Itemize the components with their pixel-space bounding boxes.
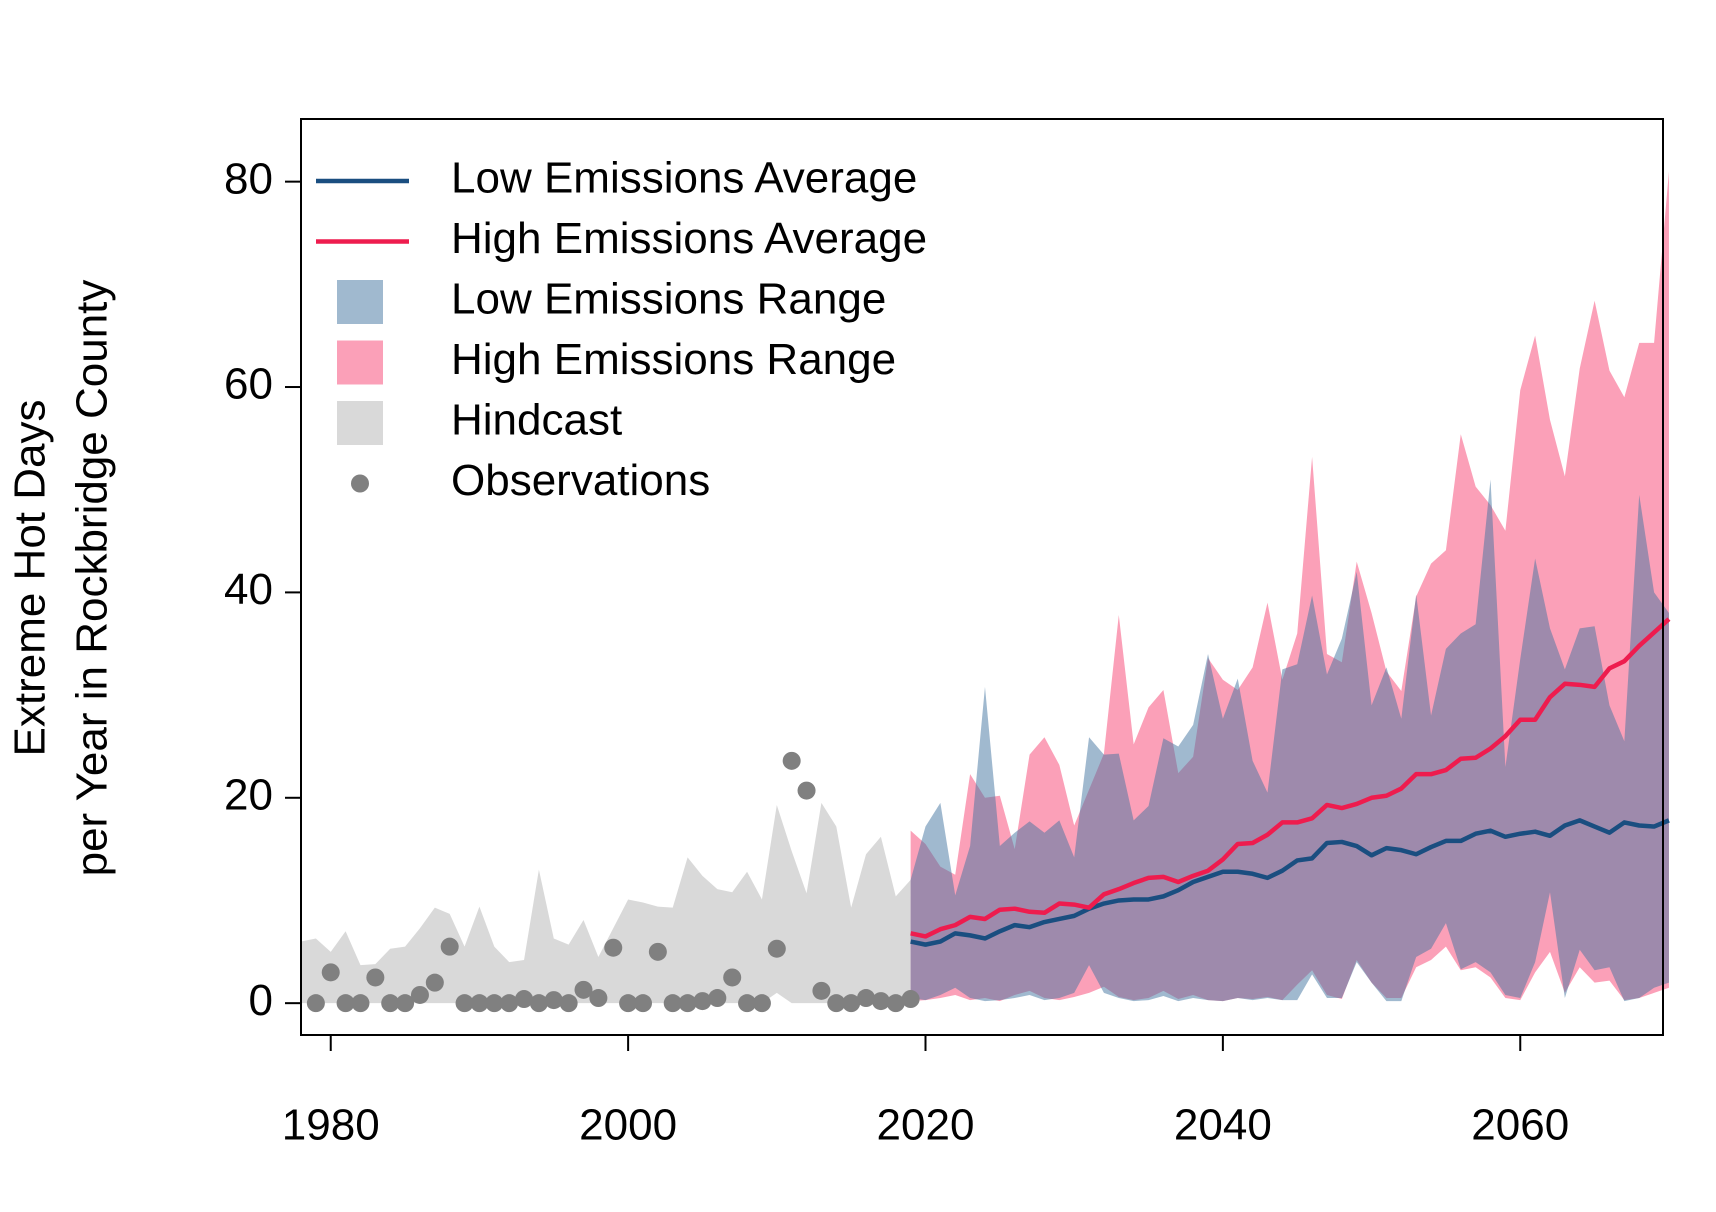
- legend-label: Observations: [451, 456, 710, 505]
- observation-point: [619, 994, 638, 1013]
- observation-point: [574, 980, 593, 999]
- observation-point: [336, 994, 355, 1013]
- observation-point: [455, 994, 474, 1013]
- legend-label: High Emissions Range: [451, 335, 896, 384]
- observation-point: [306, 994, 325, 1013]
- observation-point: [366, 968, 385, 987]
- legend-point: [351, 474, 369, 493]
- observation-point: [663, 994, 682, 1013]
- average-line: [910, 617, 1671, 939]
- observation-point: [589, 989, 608, 1008]
- x-tick-label: 1980: [282, 1101, 380, 1150]
- observation-point: [485, 994, 504, 1013]
- observation-point: [410, 985, 429, 1004]
- y-axis-label: per Year in Rockbridge County: [68, 280, 117, 877]
- legend-label: High Emissions Average: [451, 214, 927, 263]
- observation-point: [351, 994, 370, 1013]
- observation-point: [752, 994, 771, 1013]
- range-band: [910, 479, 1669, 1002]
- legend-label: Low Emissions Average: [451, 154, 917, 203]
- x-tick-label: 2000: [579, 1101, 677, 1150]
- legend-label: Low Emissions Range: [451, 275, 886, 324]
- observation-point: [321, 963, 340, 982]
- observation-point: [604, 938, 623, 957]
- average-line: [910, 818, 1670, 947]
- observation-point: [678, 994, 697, 1013]
- observation-point: [886, 994, 905, 1013]
- legend-swatch: [337, 340, 383, 385]
- observation-point: [544, 991, 563, 1010]
- observation-point: [500, 994, 519, 1013]
- observation-point: [812, 981, 831, 1000]
- observation-point: [708, 989, 727, 1008]
- observation-point: [381, 994, 400, 1013]
- x-tick-label: 2060: [1471, 1101, 1569, 1150]
- observation-point: [842, 994, 861, 1013]
- legend-swatch: [337, 401, 383, 445]
- observation-point: [425, 973, 444, 992]
- x-tick-label: 2020: [877, 1101, 975, 1150]
- range-band: [301, 802, 911, 1004]
- y-axis-label: Extreme Hot Days: [6, 400, 55, 757]
- y-tick-label: 20: [224, 770, 273, 819]
- observation-point: [515, 990, 534, 1009]
- observation-point: [559, 994, 578, 1013]
- y-tick-label: 80: [224, 154, 273, 203]
- observation-point: [648, 942, 667, 961]
- plot-frame: [300, 118, 1664, 1036]
- observation-point: [857, 989, 876, 1008]
- legend-swatch: [337, 280, 383, 324]
- y-tick-label: 0: [249, 976, 273, 1025]
- observation-point: [767, 939, 786, 958]
- observation-point: [396, 994, 415, 1013]
- observation-point: [440, 937, 459, 956]
- observation-point: [901, 990, 920, 1009]
- observation-point: [529, 994, 548, 1013]
- y-tick-label: 60: [224, 360, 273, 409]
- observation-point: [827, 994, 846, 1013]
- observation-point: [738, 994, 757, 1013]
- observation-point: [470, 994, 489, 1013]
- observation-point: [693, 992, 712, 1011]
- legend-label: Hindcast: [451, 396, 622, 445]
- x-tick-label: 2040: [1174, 1101, 1272, 1150]
- observation-point: [633, 994, 652, 1013]
- observation-point: [723, 968, 742, 987]
- observation-point: [871, 992, 890, 1011]
- observation-point: [797, 781, 816, 800]
- y-tick-label: 40: [224, 565, 273, 614]
- observation-point: [782, 751, 801, 770]
